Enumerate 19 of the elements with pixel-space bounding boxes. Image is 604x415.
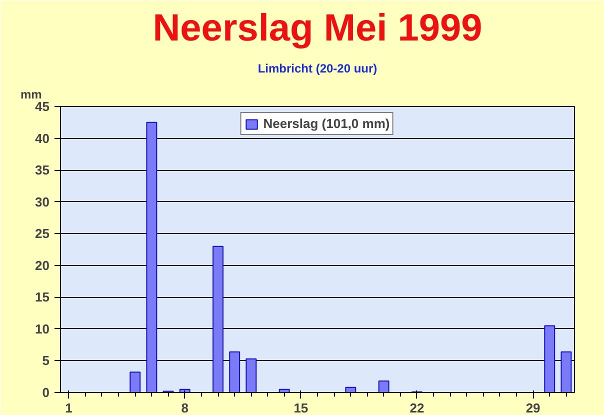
x-tick-label: 8	[181, 400, 188, 415]
x-tick-label: 15	[294, 400, 308, 415]
x-tick-label: 1	[65, 400, 72, 415]
y-tick-label: 5	[42, 353, 50, 368]
chart-subtitle: Limbricht (20-20 uur)	[258, 62, 378, 76]
y-tick-label: 0	[42, 385, 50, 400]
x-tick-label: 22	[410, 400, 424, 415]
y-tick-label: 20	[35, 258, 50, 273]
legend-label: Neerslag (101,0 mm)	[263, 116, 390, 131]
y-tick-label: 35	[35, 162, 50, 178]
y-tick-label: 10	[35, 321, 50, 336]
y-tick-label: 40	[35, 130, 50, 146]
x-tick-label: 29	[526, 400, 540, 415]
y-tick-label: 15	[35, 290, 50, 305]
y-tick-label: 45	[35, 99, 50, 114]
y-axis-title: mm	[20, 88, 42, 102]
y-tick-label: 25	[35, 226, 50, 242]
y-tick-label: 30	[35, 194, 50, 210]
chart-title: Neerslag Mei 1999	[152, 8, 482, 50]
